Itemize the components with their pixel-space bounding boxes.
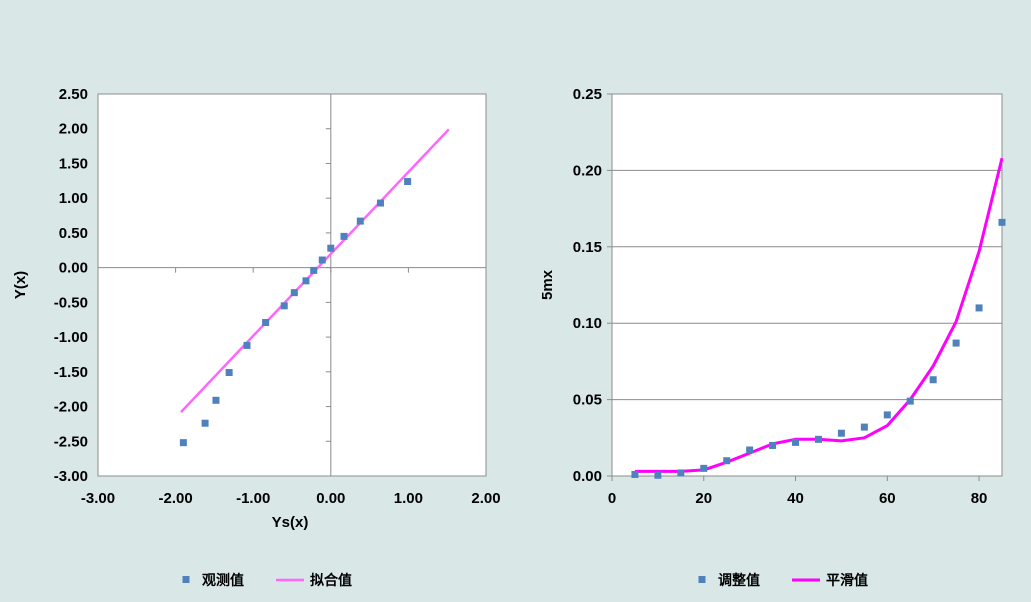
- x-tick-label: -1.00: [236, 490, 270, 507]
- data-point: [654, 471, 662, 479]
- data-point: [310, 266, 318, 274]
- x-tick-label: 20: [695, 490, 712, 507]
- data-point: [404, 178, 412, 186]
- data-point: [952, 339, 960, 347]
- x-tick-label: 40: [787, 490, 804, 507]
- data-point: [746, 446, 754, 454]
- x-tick-label: 0: [608, 490, 616, 507]
- y-tick-label: 1.50: [59, 155, 88, 172]
- x-tick-label: 0.00: [316, 490, 345, 507]
- y-tick-label: -2.50: [54, 433, 88, 450]
- y-axis-title: 5mx: [539, 269, 556, 300]
- legend: 观测值 拟合值: [182, 572, 352, 588]
- y-tick-label: -3.00: [54, 468, 88, 485]
- data-point: [860, 423, 868, 431]
- data-point: [327, 244, 335, 252]
- data-point: [262, 319, 270, 327]
- data-point: [340, 232, 348, 240]
- y-tick-label: 0.10: [573, 315, 602, 332]
- data-point: [906, 397, 914, 405]
- data-point: [792, 438, 800, 446]
- data-point: [700, 464, 708, 472]
- data-point: [243, 341, 251, 349]
- legend-label: 拟合值: [310, 572, 352, 588]
- data-point: [837, 429, 845, 437]
- y-tick-label: 0.25: [573, 86, 602, 103]
- y-tick-label: -0.50: [54, 294, 88, 311]
- data-point: [376, 199, 384, 207]
- data-point: [280, 302, 288, 310]
- y-tick-label: 2.50: [59, 86, 88, 103]
- y-tick-label: 0.50: [59, 225, 88, 242]
- data-point: [201, 419, 209, 427]
- data-point: [302, 277, 310, 285]
- plot-area: [611, 93, 1003, 477]
- data-point: [677, 469, 685, 477]
- y-axis-title: Y(x): [12, 271, 29, 299]
- data-point: [814, 435, 822, 443]
- y-tick-label: 0.05: [573, 392, 602, 409]
- y-tick-label: -1.50: [54, 364, 88, 381]
- legend-label: 平滑值: [826, 572, 868, 588]
- y-tick-label: 0.00: [59, 260, 88, 277]
- y-tick-label: -2.00: [54, 399, 88, 416]
- x-axis-title: Ys(x): [272, 514, 309, 531]
- x-tick-label: -3.00: [81, 490, 115, 507]
- data-point: [723, 457, 731, 465]
- data-point: [998, 218, 1006, 226]
- legend-marker-swatch: [698, 576, 706, 583]
- legend: 调整值 平滑值: [698, 572, 868, 588]
- y-tick-label: 0.20: [573, 162, 602, 179]
- x-tick-label: 2.00: [471, 490, 500, 507]
- x-tick-label: 80: [971, 490, 988, 507]
- data-point: [318, 256, 326, 264]
- data-point: [975, 304, 983, 312]
- data-point: [179, 439, 187, 447]
- x-tick-label: 60: [879, 490, 896, 507]
- y-tick-label: 0.15: [573, 239, 602, 256]
- data-point: [929, 376, 937, 384]
- y-tick-label: 0.00: [573, 468, 602, 485]
- y-tick-label: 1.00: [59, 190, 88, 207]
- legend-label: 观测值: [202, 572, 244, 588]
- y-tick-label: -1.00: [54, 329, 88, 346]
- data-point: [883, 411, 891, 419]
- data-point: [290, 289, 298, 297]
- x-tick-label: 1.00: [394, 490, 423, 507]
- data-point: [769, 441, 777, 449]
- data-point: [631, 470, 639, 478]
- right-chart: 0.25 0.20 0.15 0.10 0.05 0.00 0 20 40 60 80 5mx 调整值 平…: [539, 86, 1006, 588]
- data-point: [212, 396, 220, 404]
- legend-marker-swatch: [182, 576, 190, 583]
- left-chart: 2.50 2.00 1.50 1.00 0.50 0.00 -0.50 -1.00 -1.50 -…: [12, 86, 501, 588]
- legend-label: 调整值: [718, 572, 760, 588]
- data-point: [225, 369, 233, 377]
- y-tick-label: 2.00: [59, 121, 88, 138]
- x-tick-label: -2.00: [158, 490, 192, 507]
- data-point: [356, 217, 364, 225]
